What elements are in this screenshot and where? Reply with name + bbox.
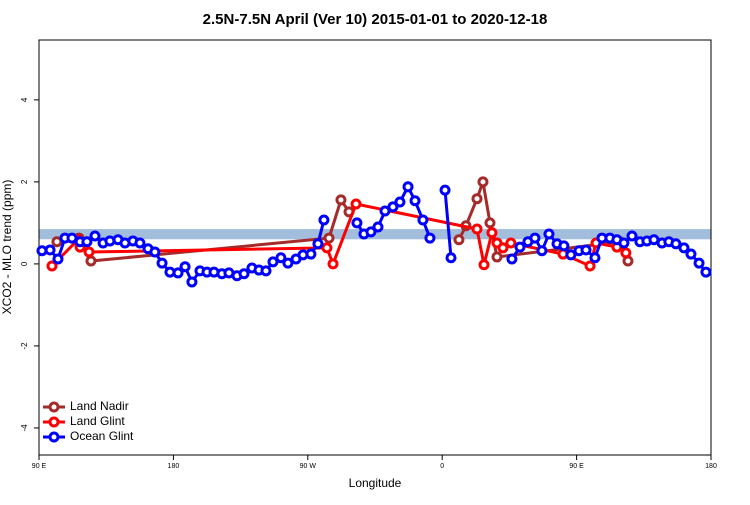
data-point <box>282 257 294 269</box>
data-point <box>44 244 56 256</box>
data-point <box>46 260 58 272</box>
data-point <box>529 232 541 244</box>
legend-label: Ocean Glint <box>70 429 134 443</box>
y-tick-label: 4 <box>20 97 29 102</box>
data-point <box>589 252 601 264</box>
data-point <box>505 237 517 249</box>
data-point <box>379 205 391 217</box>
data-point <box>387 201 399 213</box>
y-tick-label: -2 <box>20 342 29 350</box>
data-point <box>350 198 362 210</box>
data-point <box>351 217 363 229</box>
data-point <box>543 228 555 240</box>
data-point <box>394 196 406 208</box>
data-point <box>156 257 168 269</box>
data-point <box>402 181 414 193</box>
data-point <box>497 242 509 254</box>
x-tick-label: 180 <box>705 463 717 470</box>
data-point <box>372 221 384 233</box>
data-point <box>670 238 682 250</box>
data-point <box>685 248 697 260</box>
data-point <box>52 253 64 265</box>
legend-label: Land Glint <box>70 414 125 428</box>
data-point <box>83 246 95 258</box>
data-point <box>318 214 330 226</box>
data-point <box>186 276 198 288</box>
y-tick-label: -4 <box>20 424 29 432</box>
data-point <box>238 268 250 280</box>
data-point <box>149 246 161 258</box>
data-point <box>618 237 630 249</box>
data-point <box>335 194 347 206</box>
data-point <box>453 234 465 246</box>
data-point <box>693 257 705 269</box>
data-point <box>678 242 690 254</box>
data-point <box>323 232 335 244</box>
data-point <box>491 251 503 263</box>
data-point <box>417 214 429 226</box>
data-point <box>179 261 191 273</box>
data-point <box>260 265 272 277</box>
data-point <box>477 176 489 188</box>
data-point <box>484 217 496 229</box>
data-point <box>580 244 592 256</box>
chart-title: 2.5N-7.5N April (Ver 10) 2015-01-01 to 2… <box>203 11 548 28</box>
data-point <box>85 255 97 267</box>
data-point <box>445 252 457 264</box>
x-tick-label: 0 <box>440 463 444 470</box>
x-tick-label: 180 <box>168 463 180 470</box>
data-point <box>506 253 518 265</box>
data-point <box>486 227 498 239</box>
y-tick-label: 2 <box>20 179 29 184</box>
data-point <box>305 248 317 260</box>
data-point <box>365 226 377 238</box>
data-point <box>312 238 324 250</box>
legend-marker <box>48 401 60 413</box>
y-tick-label: 0 <box>20 261 29 266</box>
data-point <box>471 223 483 235</box>
data-point <box>81 236 93 248</box>
data-point <box>626 230 638 242</box>
legend-marker <box>48 416 60 428</box>
x-tick-label: 90 E <box>569 463 584 470</box>
data-point <box>439 184 451 196</box>
data-point <box>134 237 146 249</box>
y-axis-label: XCO2 - MLO trend (ppm) <box>0 180 14 315</box>
legend-marker <box>48 431 60 443</box>
data-point <box>172 267 184 279</box>
data-point <box>275 252 287 264</box>
data-point <box>478 259 490 271</box>
data-point <box>700 266 712 278</box>
data-point <box>471 193 483 205</box>
data-point <box>267 256 279 268</box>
data-point <box>424 232 436 244</box>
data-point <box>409 195 421 207</box>
data-point <box>620 247 632 259</box>
data-point <box>558 240 570 252</box>
data-point <box>321 242 333 254</box>
data-point <box>536 245 548 257</box>
data-point <box>584 260 596 272</box>
data-point <box>327 258 339 270</box>
data-point <box>565 249 577 261</box>
x-axis-label: Longitude <box>349 476 402 490</box>
legend-label: Land Nadir <box>70 399 129 413</box>
data-point <box>514 241 526 253</box>
data-point <box>89 230 101 242</box>
x-tick-label: 90 E <box>32 463 47 470</box>
x-tick-label: 90 W <box>300 463 317 470</box>
